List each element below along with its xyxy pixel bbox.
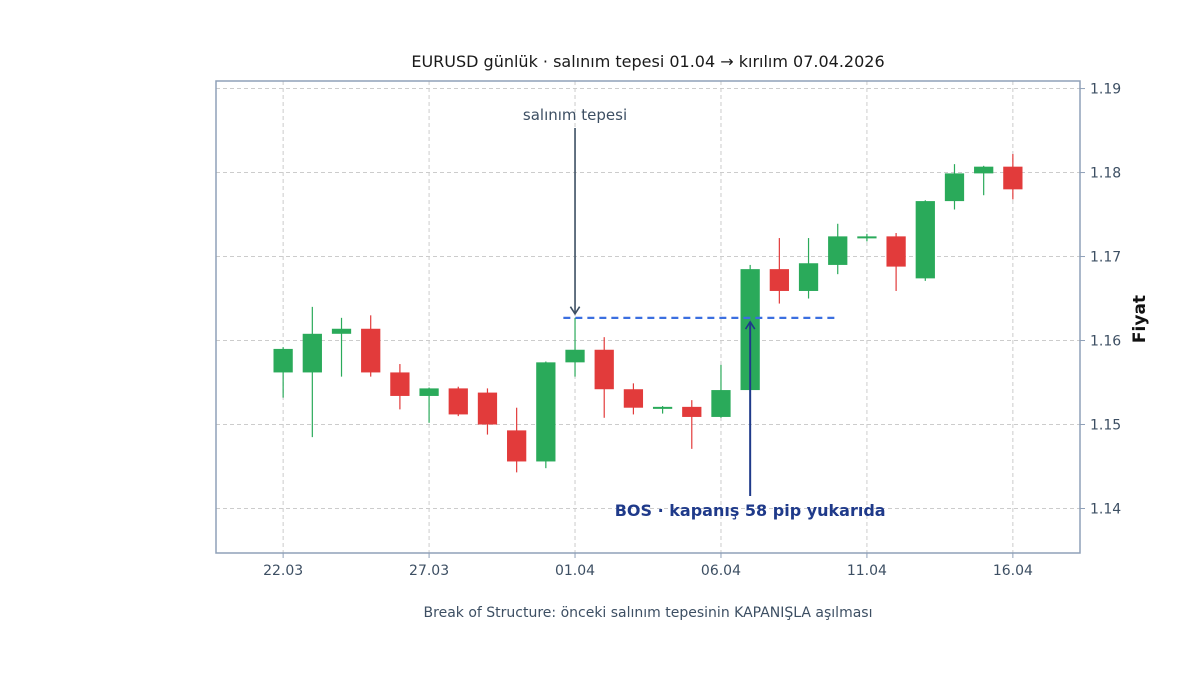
candle-bullish	[798, 238, 819, 299]
candle-bullish	[536, 361, 556, 469]
candle-bullish	[273, 347, 293, 398]
arrowhead	[744, 320, 756, 330]
candle-body	[652, 406, 673, 409]
candle-body	[302, 333, 322, 373]
y-tick-label: 1.18	[1090, 166, 1121, 182]
x-tick-label: 11.04	[847, 563, 887, 579]
candle-bearish	[477, 388, 498, 435]
candle-bearish	[769, 238, 789, 304]
x-tick-label: 22.03	[263, 563, 303, 579]
candle-bullish	[711, 364, 731, 418]
plot-frame	[215, 80, 1081, 554]
y-tick-label: 1.17	[1090, 250, 1121, 266]
axes: 1.14 1.15 1.16 1.17 1.18 1.19 22.03 27.03 01.04 0…	[263, 82, 1121, 579]
y-tick-label: 1.15	[1090, 418, 1121, 434]
candle-bullish	[331, 317, 352, 377]
annotations: salınım tepesi BOS · kapanış 58 pip yukar…	[523, 106, 886, 520]
candle-bullish	[302, 306, 322, 438]
candle-bullish	[857, 233, 877, 242]
candle-body	[390, 372, 410, 396]
candle-bearish	[448, 386, 468, 417]
candle-bearish	[623, 383, 644, 415]
y-tick-label: 1.14	[1090, 501, 1121, 517]
candle-body	[623, 389, 644, 408]
candle-body	[1003, 166, 1023, 190]
candle-body	[419, 388, 439, 396]
candle-bearish	[507, 407, 527, 473]
x-tick-label: 27.03	[409, 563, 449, 579]
candle-bullish	[565, 317, 585, 377]
candle-bullish	[974, 165, 994, 196]
candle-body	[974, 166, 994, 174]
x-tick-label: 06.04	[701, 563, 741, 579]
candle-body	[536, 362, 556, 462]
x-tick-label: 01.04	[555, 563, 595, 579]
candle-bearish	[594, 337, 614, 418]
candle-body	[331, 328, 352, 334]
candle-body	[857, 236, 877, 239]
x-tick-label: 16.04	[993, 563, 1033, 579]
candle-body	[273, 348, 293, 373]
candle-bearish	[1003, 154, 1023, 200]
candles	[273, 154, 1023, 473]
candle-body	[361, 328, 381, 373]
y-axis-label: Fiyat	[1130, 295, 1150, 343]
candle-bearish	[361, 315, 381, 377]
candle-bearish	[886, 233, 906, 291]
annotation-swing-high-label: salınım tepesi	[523, 106, 627, 124]
candle-bullish	[419, 387, 439, 423]
candle-body	[915, 201, 935, 279]
candle-body	[565, 349, 585, 363]
annotation-bos-label: BOS · kapanış 58 pip yukarıda	[615, 501, 886, 520]
candle-body	[798, 263, 819, 291]
candle-body	[507, 430, 527, 462]
candle-bullish	[915, 200, 935, 281]
chart-title: EURUSD günlük · salınım tepesi 01.04 → k…	[411, 52, 884, 71]
candle-body	[944, 173, 965, 202]
candle-bearish	[390, 364, 410, 410]
y-tick-label: 1.19	[1090, 82, 1121, 98]
candle-bullish	[652, 406, 673, 414]
candle-body	[477, 392, 498, 425]
candle-body	[769, 269, 789, 291]
candle-body	[886, 236, 906, 267]
candle-body	[711, 390, 731, 417]
y-tick-label: 1.16	[1090, 334, 1121, 350]
candle-bearish	[682, 400, 702, 449]
x-axis-label: Break of Structure: önceki salınım tepes…	[424, 605, 873, 621]
candle-bullish	[944, 164, 965, 210]
candle-body	[594, 349, 614, 390]
candle-bullish	[828, 223, 848, 275]
arrowhead	[569, 306, 581, 316]
candle-body	[682, 406, 702, 417]
candle-body	[448, 388, 468, 415]
candle-body	[828, 236, 848, 265]
